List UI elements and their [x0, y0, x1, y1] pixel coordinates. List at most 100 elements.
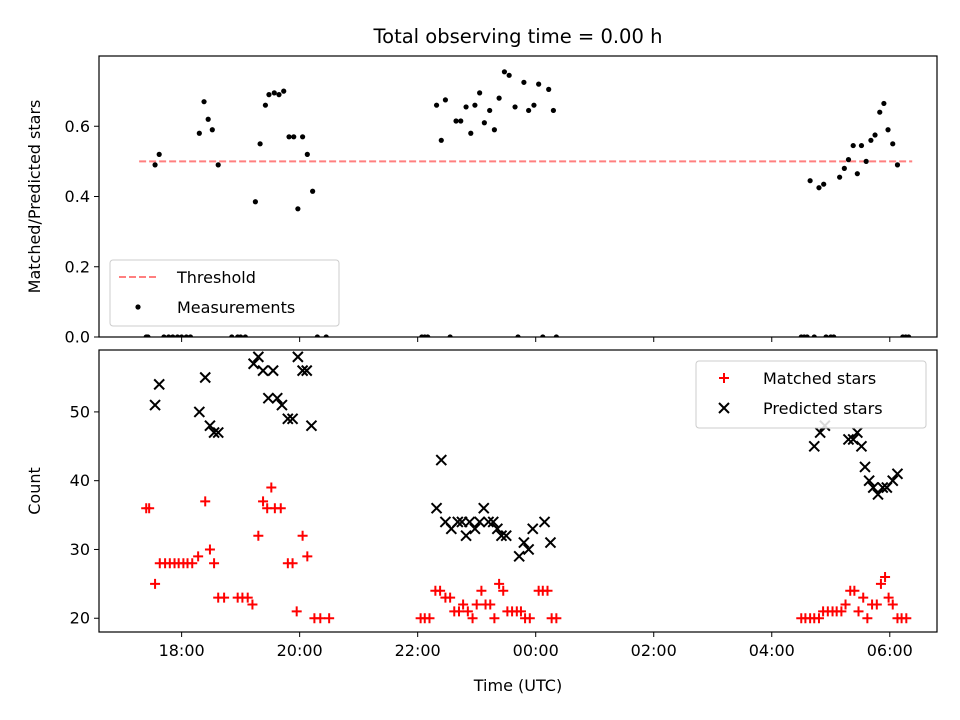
data-point: [200, 496, 211, 507]
data-point: [512, 104, 518, 110]
data-point: [271, 90, 277, 96]
data-point: [867, 481, 879, 494]
data-point: [550, 107, 557, 114]
data-point: [152, 162, 158, 168]
data-point: [538, 516, 551, 528]
bottom-panel: 20 30 40 50 18:00 20:00 22:00 00:00 02:00 04:00 06…: [25, 349, 938, 660]
y-tick-label: 0.0: [65, 328, 90, 347]
data-layer: [141, 351, 912, 624]
data-point: [193, 551, 204, 562]
data-point: [842, 433, 855, 446]
x-tick-label: 06:00: [867, 641, 913, 660]
data-point: [447, 334, 453, 337]
data-point: [489, 613, 500, 624]
data-point: [208, 426, 220, 439]
data-point: [487, 107, 493, 114]
data-point: [156, 151, 162, 157]
data-point: [463, 104, 469, 110]
data-point: [849, 585, 860, 596]
data-point: [266, 92, 272, 98]
data-point: [282, 413, 294, 425]
data-point: [527, 523, 539, 535]
legend-swatch: [719, 373, 729, 383]
data-point: [522, 543, 535, 556]
data-point: [212, 426, 224, 439]
data-point: [811, 334, 817, 337]
data-point: [201, 99, 207, 105]
data-point: [145, 334, 151, 337]
data-point: [262, 392, 275, 404]
data-point: [887, 599, 898, 610]
data-point: [855, 440, 868, 453]
data-point: [252, 351, 265, 363]
data-point: [247, 599, 258, 610]
data-point: [542, 585, 553, 596]
data-point: [276, 399, 288, 411]
data-point: [831, 334, 837, 337]
x-tick-label: 02:00: [631, 641, 677, 660]
data-point: [161, 334, 167, 337]
data-point: [894, 162, 901, 168]
data-point: [854, 171, 860, 177]
data-point: [286, 413, 299, 425]
series-measurements: [143, 69, 912, 337]
data-point: [845, 157, 852, 163]
data-point: [487, 516, 499, 528]
data-point: [526, 107, 532, 114]
data-point: [266, 482, 277, 493]
data-point: [876, 481, 889, 494]
data-point: [477, 90, 483, 96]
data-point: [219, 592, 230, 603]
data-point: [813, 613, 824, 624]
data-point: [301, 364, 313, 377]
data-point: [304, 151, 310, 157]
data-point: [887, 474, 899, 487]
data-point: [495, 529, 508, 542]
data-point: [518, 536, 530, 549]
data-point: [859, 461, 871, 473]
top-panel: 0.0 0.2 0.4 0.6 Matched/Predicted stars Thres…: [25, 55, 938, 347]
y-axis-label: Matched/Predicted stars: [25, 100, 44, 294]
data-point: [460, 529, 472, 542]
data-point: [452, 516, 464, 528]
x-tick-label: 20:00: [277, 641, 323, 660]
data-point: [271, 392, 283, 404]
data-point: [473, 516, 486, 528]
data-point: [858, 142, 865, 149]
data-point: [515, 334, 521, 337]
data-point: [292, 351, 304, 363]
y-tick-label: 30: [70, 540, 90, 559]
data-point: [324, 613, 335, 624]
data-point: [187, 558, 198, 569]
legend: Matched stars Predicted stars: [695, 360, 927, 429]
data-point: [496, 95, 502, 101]
data-point: [315, 613, 326, 624]
data-point: [257, 141, 263, 147]
y-tick-label: 50: [70, 402, 90, 421]
legend-label: Matched stars: [763, 369, 876, 388]
data-point: [295, 206, 301, 212]
data-point: [880, 571, 891, 582]
data-point: [291, 134, 297, 140]
data-point: [808, 440, 820, 453]
data-point: [215, 162, 221, 168]
data-point: [521, 79, 527, 85]
data-point: [153, 378, 165, 391]
data-point: [862, 613, 873, 624]
data-point: [863, 474, 875, 487]
data-point: [853, 606, 864, 617]
data-point: [506, 72, 512, 78]
x-tick-label: 00:00: [513, 641, 559, 660]
x-tick-label: 04:00: [749, 641, 795, 660]
data-point: [536, 81, 542, 87]
data-point: [881, 100, 887, 107]
data-point: [851, 426, 864, 439]
data-point: [281, 88, 287, 94]
legend-box: [109, 259, 340, 327]
data-point: [501, 69, 508, 75]
data-point: [491, 523, 504, 535]
data-point: [885, 127, 891, 133]
data-point: [875, 578, 886, 589]
data-point: [478, 502, 490, 514]
